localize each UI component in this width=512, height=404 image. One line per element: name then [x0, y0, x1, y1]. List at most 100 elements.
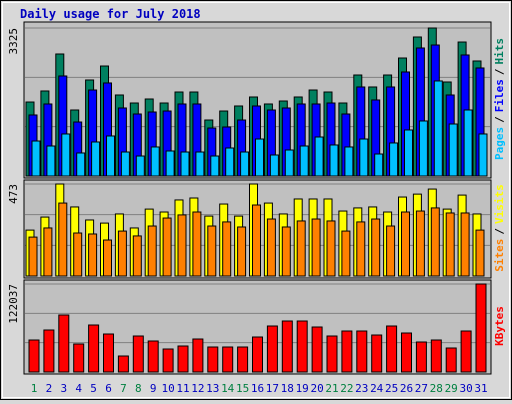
x-tick-label: 16: [251, 382, 264, 395]
x-tick-label: 25: [385, 382, 398, 395]
bar: [132, 335, 144, 373]
legend: Pages / Files / Hits: [493, 38, 506, 160]
bar: [344, 146, 354, 177]
x-tick-label: 10: [161, 382, 174, 395]
bar: [162, 348, 174, 373]
x-tick-label: 7: [120, 382, 127, 395]
bar: [445, 347, 457, 373]
x-tick-label: 5: [90, 382, 97, 395]
bar: [463, 109, 473, 177]
bar: [359, 138, 369, 177]
bar: [401, 211, 410, 277]
x-tick-label: 3: [60, 382, 67, 395]
bar: [252, 204, 261, 277]
bar: [415, 341, 427, 373]
x-tick-label: 14: [221, 382, 235, 395]
bar: [73, 232, 83, 277]
x-tick-label: 30: [459, 382, 472, 395]
x-tick-label: 12: [191, 382, 204, 395]
x-tick-label: 19: [296, 382, 309, 395]
bar: [147, 225, 157, 277]
bar: [58, 314, 70, 373]
x-tick-label: 6: [105, 382, 112, 395]
bar: [281, 226, 291, 277]
y-max-label: 473: [7, 184, 20, 204]
bar: [132, 235, 142, 277]
bar: [296, 220, 306, 277]
bar: [445, 212, 455, 277]
bar: [192, 338, 204, 373]
x-tick-label: 22: [340, 382, 353, 395]
bar: [255, 138, 264, 177]
y-max-label: 3325: [7, 28, 20, 55]
bar: [237, 226, 247, 277]
x-tick-label: 31: [474, 382, 487, 395]
bar: [88, 233, 98, 277]
legend-separator: /: [493, 116, 506, 123]
x-tick-label: 24: [370, 382, 384, 395]
x-tick-label: 4: [75, 382, 82, 395]
bar: [103, 239, 112, 277]
bar: [207, 225, 217, 277]
bar: [240, 151, 250, 177]
bevel: [2, 2, 510, 398]
bar: [177, 214, 187, 277]
bar: [415, 210, 425, 277]
x-tick-label: 13: [206, 382, 219, 395]
bar: [195, 151, 205, 177]
bar: [28, 236, 38, 277]
x-tick-label: 23: [355, 382, 368, 395]
bar: [31, 140, 41, 177]
legend-entry: Files: [493, 79, 506, 112]
bar: [28, 339, 40, 373]
legend: KBytes: [493, 306, 506, 346]
x-tick-label: 15: [236, 382, 249, 395]
bar: [225, 147, 235, 177]
bar: [106, 135, 115, 177]
bar: [284, 149, 294, 177]
legend-separator: /: [493, 228, 506, 235]
x-tick-label: 20: [310, 382, 323, 395]
legend-entry: Pages: [493, 127, 506, 160]
bar: [356, 330, 368, 373]
bar: [46, 145, 56, 177]
bar: [120, 151, 130, 177]
x-tick-label: 1: [31, 382, 38, 395]
bar: [252, 336, 263, 373]
legend-entry: Visits: [493, 184, 506, 224]
bar: [61, 133, 71, 177]
bar: [237, 346, 249, 373]
chart-title: Daily usage for July 2018: [20, 7, 201, 21]
bar: [58, 202, 68, 277]
legend-entry: KBytes: [493, 306, 506, 346]
bar: [222, 221, 232, 277]
bar: [311, 218, 321, 277]
bar: [341, 330, 353, 373]
x-tick-label: 17: [266, 382, 279, 395]
bar: [43, 329, 55, 373]
bar: [386, 325, 398, 373]
bar: [371, 334, 383, 373]
bar: [371, 218, 381, 277]
legend-entry: Hits: [493, 38, 506, 65]
bar: [43, 227, 53, 277]
bar: [418, 120, 428, 177]
bar: [76, 152, 86, 177]
x-tick-label: 29: [445, 382, 458, 395]
bar: [103, 333, 114, 373]
x-tick-label: 26: [400, 382, 413, 395]
bar: [296, 320, 308, 373]
bar: [180, 151, 190, 177]
bar: [401, 332, 412, 373]
x-tick-label: 21: [325, 382, 338, 395]
bar: [266, 218, 276, 277]
bar: [210, 155, 220, 177]
x-tick-label: 27: [415, 382, 428, 395]
bar: [207, 346, 219, 373]
bar: [117, 355, 129, 373]
bar: [430, 339, 442, 373]
bar: [430, 207, 440, 277]
x-tick-label: 18: [281, 382, 294, 395]
x-tick-label: 2: [46, 382, 53, 395]
